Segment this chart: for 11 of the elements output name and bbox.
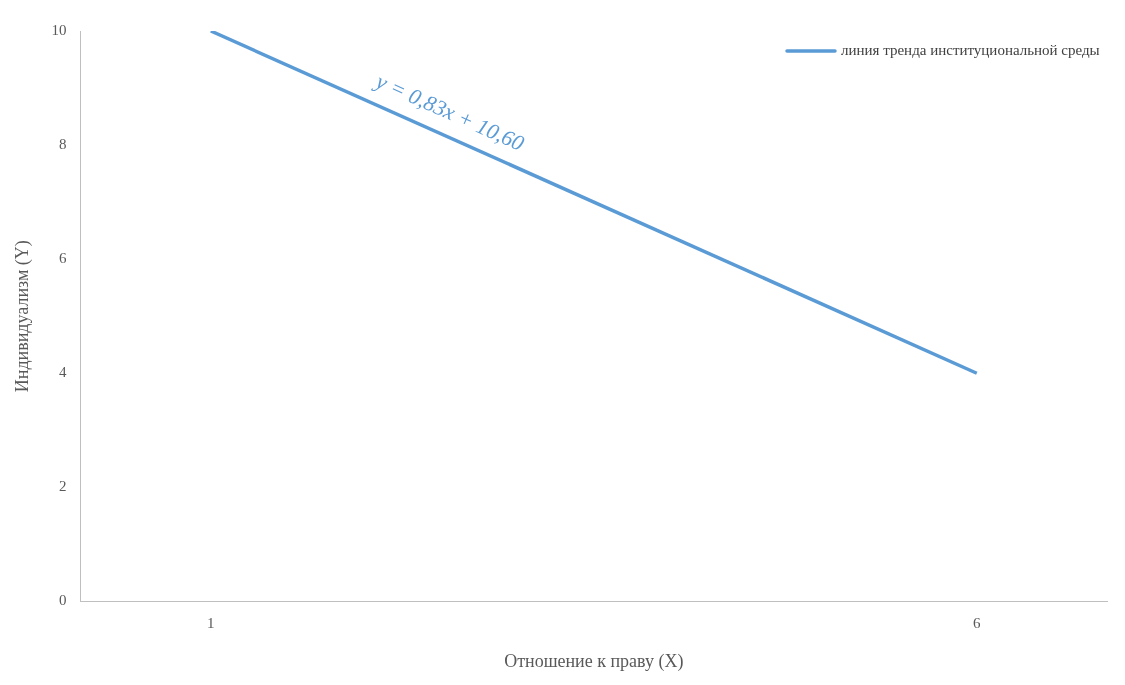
x-axis-title: Отношение к праву (X) xyxy=(504,650,684,672)
y-tick-label: 2 xyxy=(59,478,67,495)
legend-label: линия тренда институциональной среды xyxy=(841,41,1100,58)
y-tick-label: 8 xyxy=(59,136,67,153)
y-tick-label: 10 xyxy=(51,21,67,38)
x-tick-label: 1 xyxy=(207,615,215,632)
y-tick-label: 0 xyxy=(59,592,67,609)
annotation: y = 0,83x + 10,60 xyxy=(370,67,529,156)
y-axis-title: Индивидуализм (Y) xyxy=(11,240,33,393)
y-tick-label: 4 xyxy=(59,364,68,381)
y-tick-label: 6 xyxy=(59,250,68,267)
